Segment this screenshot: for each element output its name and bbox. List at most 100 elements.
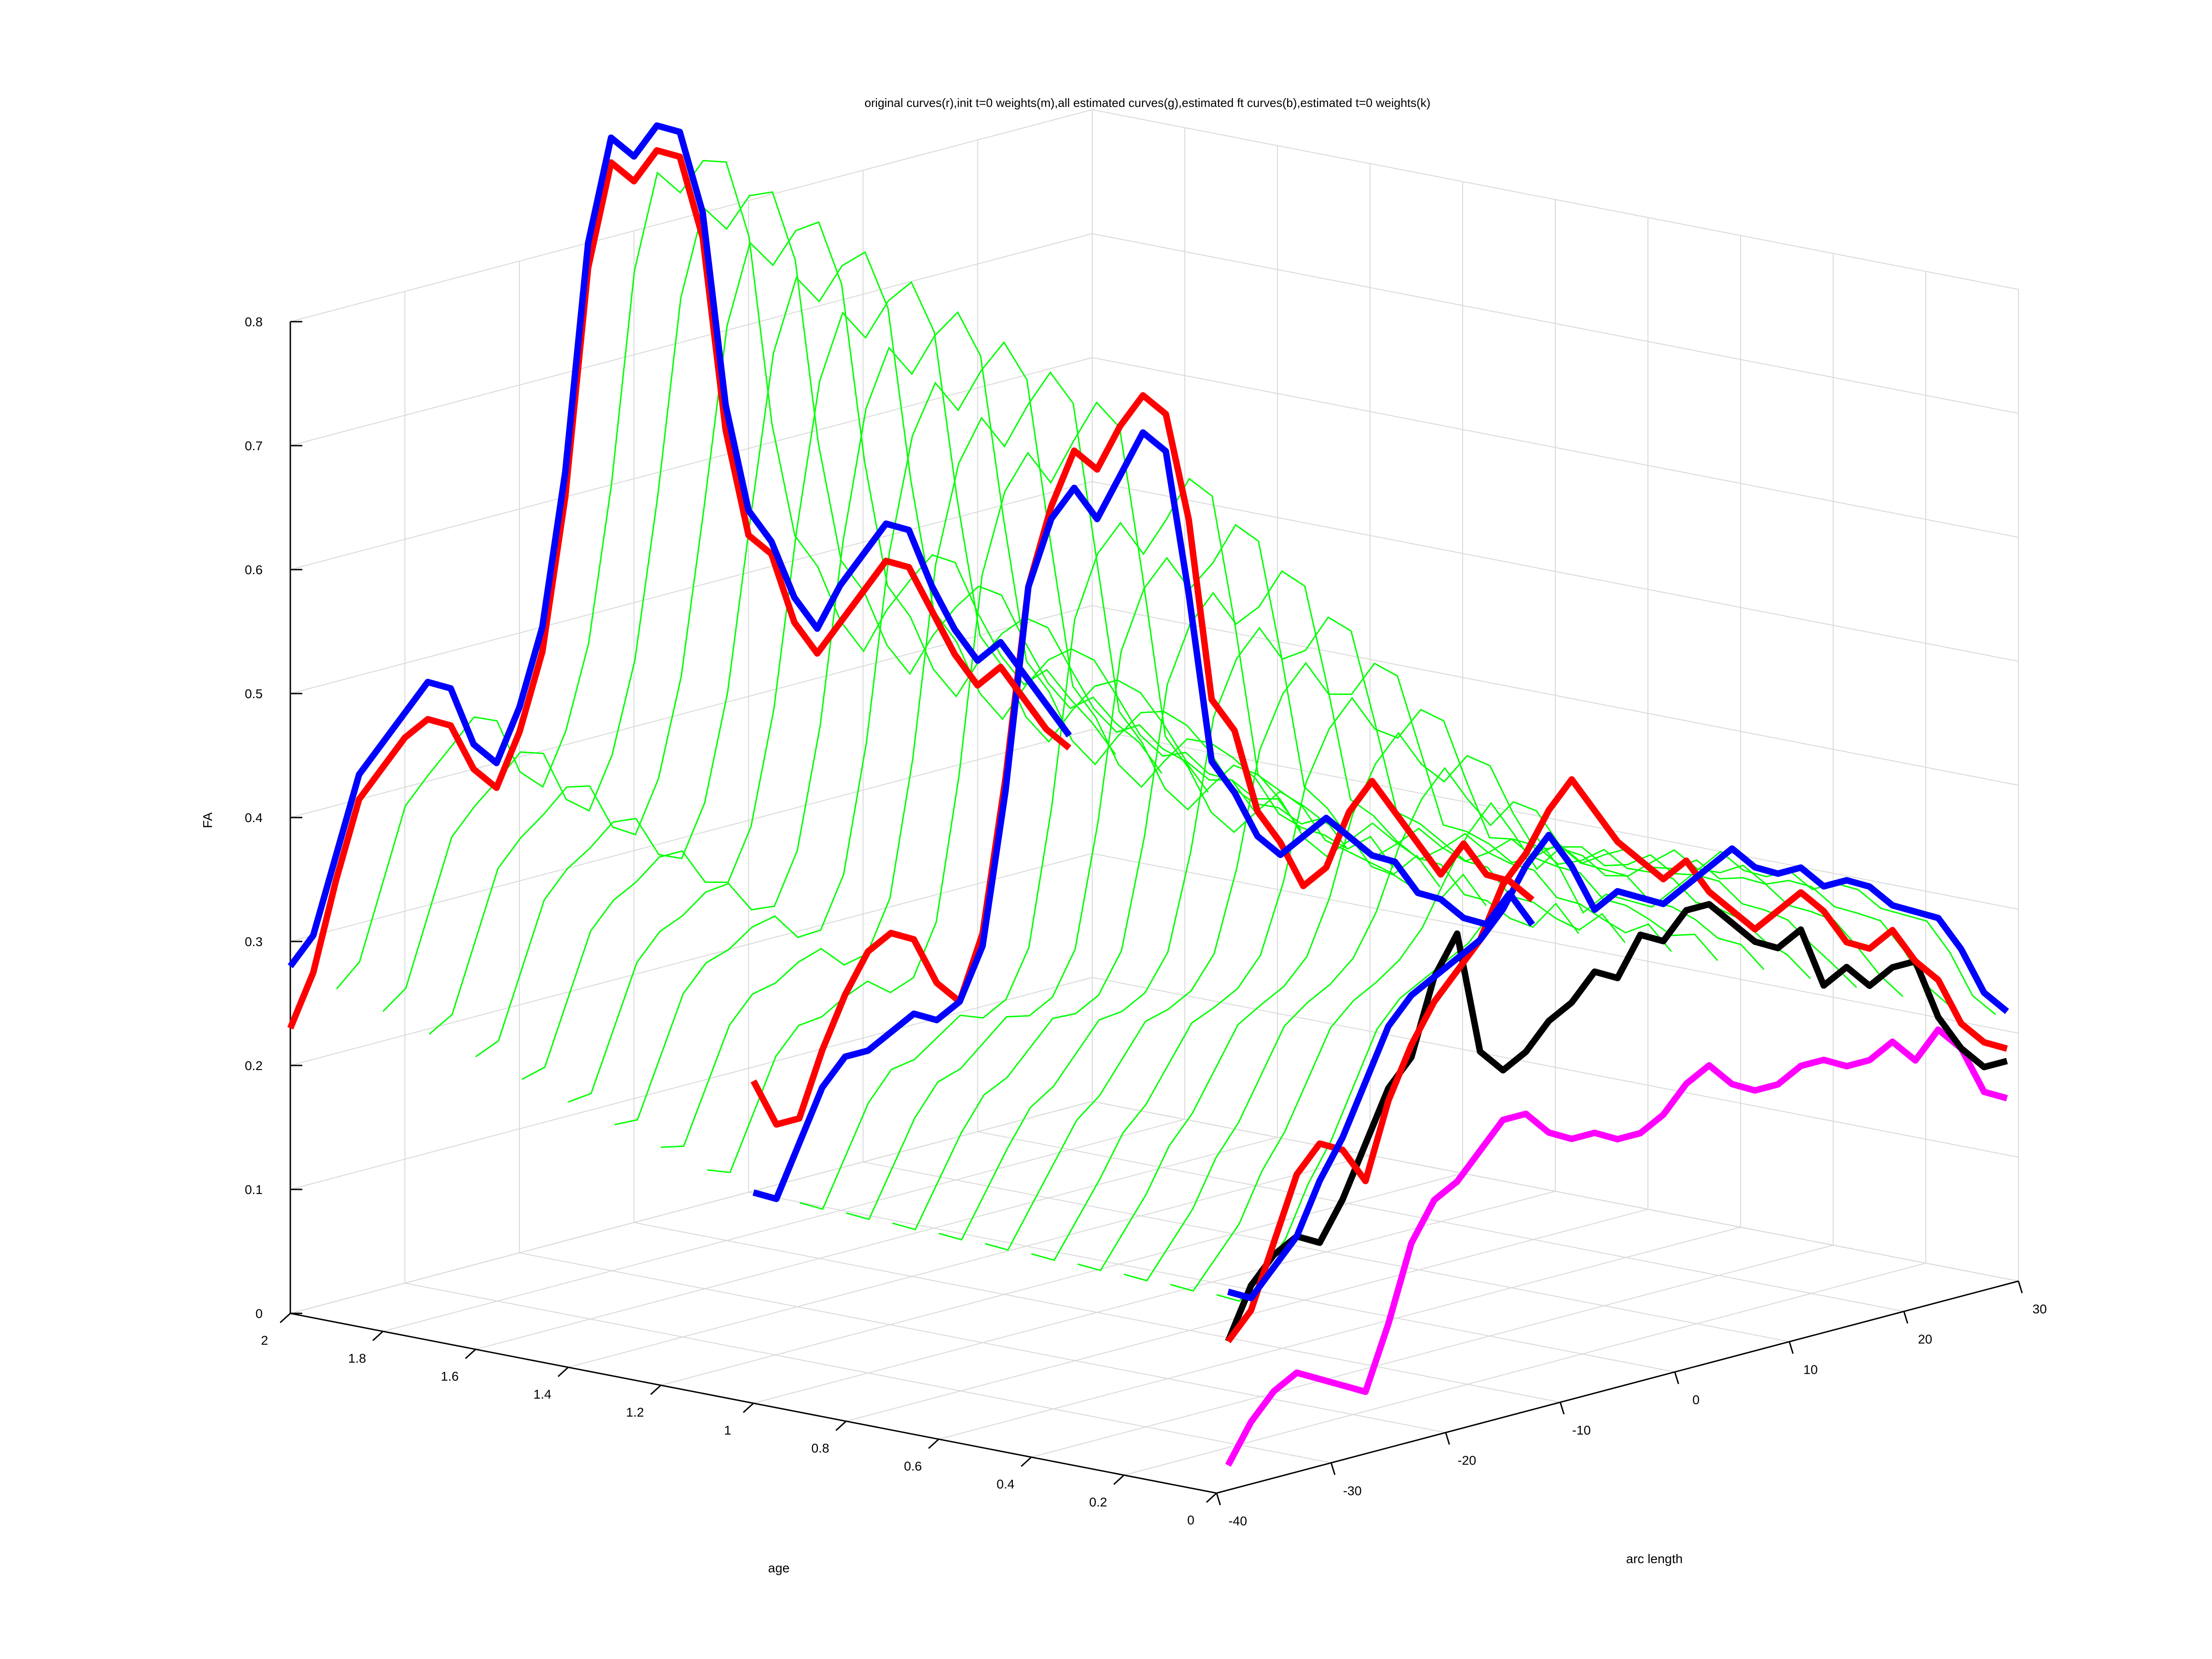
estimated-curve-6 (938, 616, 1718, 1241)
series-estimated_ft-7 (288, 122, 1072, 968)
series-layer (287, 122, 2009, 1467)
side-grid-z-7 (1092, 233, 2019, 414)
y-tick-label-5: 1 (724, 1423, 731, 1437)
z-tick-label-2: 0.2 (245, 1059, 263, 1073)
y-tick-8 (465, 1348, 477, 1359)
y-tick-0 (1206, 1492, 1218, 1503)
x-tick-7 (2018, 1281, 2023, 1294)
estimated-curve-2 (1124, 767, 1904, 1282)
estimated-curve-15 (521, 281, 1301, 1080)
y-tick-label-6: 1.2 (626, 1405, 644, 1419)
z-axis-label: FA (200, 812, 215, 829)
floor-grid-y-7 (568, 1155, 1371, 1368)
y-tick-1 (1113, 1474, 1125, 1485)
y-tick-label-4: 0.8 (812, 1441, 830, 1455)
floor-grid-y-6 (660, 1173, 1463, 1386)
y-tick-2 (1020, 1456, 1032, 1467)
estimated-curve-17 (429, 221, 1209, 1035)
side-grid-z-6 (1092, 357, 2019, 538)
series-estimated_ft-3 (1227, 832, 2009, 1301)
z-tick-label-4: 0.4 (245, 811, 263, 825)
z-tick-label-3: 0.3 (245, 935, 263, 949)
y-tick-label-3: 0.6 (904, 1459, 922, 1473)
series-estimated_weights-1 (1225, 901, 2008, 1343)
z-tick-label-7: 0.7 (245, 439, 263, 453)
z-tick-label-6: 0.6 (245, 563, 263, 577)
y-tick-label-2: 0.4 (997, 1477, 1015, 1491)
y-tick-label-7: 1.4 (534, 1387, 552, 1401)
x-axis-label: arc length (1626, 1552, 1683, 1566)
series-original-6 (287, 147, 1071, 1030)
floor-grid-y-8 (475, 1137, 1278, 1350)
x-tick-label-7: 30 (2032, 1302, 2047, 1316)
y-tick-3 (928, 1438, 940, 1449)
x-tick-4 (1674, 1371, 1679, 1384)
estimated-curve-4 (1031, 697, 1811, 1261)
y-tick-4 (835, 1420, 847, 1431)
z-tick-label-5: 0.5 (245, 687, 263, 701)
back-grid-z-4 (290, 605, 1093, 818)
back-grid-z-0 (290, 1101, 1093, 1314)
axes-layer (279, 321, 2023, 1506)
estimated-curve-18 (382, 191, 1163, 1012)
y-tick-9 (372, 1330, 384, 1341)
tick-labels: -40-30-20-10010203000.20.40.60.811.21.41… (245, 315, 2047, 1528)
estimated-curve-5 (985, 662, 1765, 1251)
estimated-curve-9 (800, 477, 1579, 1210)
estimated-curve-20 (289, 124, 1070, 967)
y-tick-label-8: 1.6 (441, 1369, 459, 1383)
back-grid-z-8 (290, 109, 1093, 322)
grid-layer (290, 109, 2019, 1494)
side-grid-z-5 (1092, 481, 2019, 662)
estimated-curve-1 (1170, 802, 1950, 1292)
estimated-curve-3 (1077, 732, 1857, 1271)
x-tick-label-0: -40 (1229, 1514, 1247, 1528)
floor-grid-y-5 (753, 1191, 1556, 1404)
back-grid-z-2 (290, 853, 1093, 1066)
x-axis-line (1216, 1280, 2019, 1494)
series-original-2 (1225, 776, 2008, 1343)
floor-grid-y-3 (938, 1227, 1741, 1440)
y-tick-label-0: 0 (1187, 1513, 1194, 1527)
x-tick-label-2: -20 (1458, 1453, 1476, 1468)
y-tick-label-9: 1.8 (348, 1351, 366, 1365)
back-grid-z-5 (290, 481, 1093, 694)
z-tick-label-1: 0.1 (245, 1182, 263, 1197)
side-grid-z-1 (1092, 977, 2019, 1158)
estimated-curve-16 (475, 251, 1255, 1058)
series-original-4 (750, 392, 1535, 1128)
estimated-curve-7 (892, 570, 1672, 1230)
y-tick-label-10: 2 (261, 1333, 268, 1347)
z-tick-label-8: 0.8 (245, 315, 263, 329)
floor-grid-y-9 (382, 1119, 1185, 1332)
y-tick-5 (742, 1402, 754, 1413)
floor-grid-y-2 (1031, 1245, 1834, 1458)
x-tick-label-3: -10 (1572, 1423, 1590, 1437)
estimated-curve-0 (1216, 837, 1996, 1302)
x-tick-6 (1903, 1311, 1908, 1324)
estimated-curve-19 (336, 159, 1116, 989)
side-grid-z-0 (1092, 1101, 2019, 1282)
z-tick-label-0: 0 (255, 1306, 263, 1321)
y-tick-7 (557, 1366, 569, 1377)
x-tick-1 (1330, 1462, 1336, 1475)
series-init_weights-0 (1225, 1026, 2008, 1467)
side-grid-z-8 (1092, 109, 2019, 290)
x-tick-2 (1445, 1432, 1450, 1445)
back-grid-z-1 (290, 977, 1093, 1190)
x-tick-label-4: 0 (1692, 1393, 1700, 1407)
side-grid-z-4 (1092, 605, 2019, 786)
estimated-curve-12 (660, 371, 1441, 1148)
estimated-curve-13 (614, 341, 1394, 1125)
x-tick-label-6: 20 (1918, 1332, 1932, 1347)
side-grid-z-2 (1092, 853, 2019, 1034)
y-tick-label-1: 0.2 (1089, 1495, 1107, 1509)
back-grid-z-6 (290, 357, 1093, 570)
x-tick-label-5: 10 (1803, 1362, 1818, 1377)
y-tick-10 (279, 1312, 291, 1324)
series-estimated_ft-5 (753, 429, 1535, 1202)
x-tick-label-1: -30 (1343, 1483, 1361, 1498)
back-grid-z-7 (290, 233, 1093, 446)
x-tick-3 (1559, 1402, 1565, 1415)
